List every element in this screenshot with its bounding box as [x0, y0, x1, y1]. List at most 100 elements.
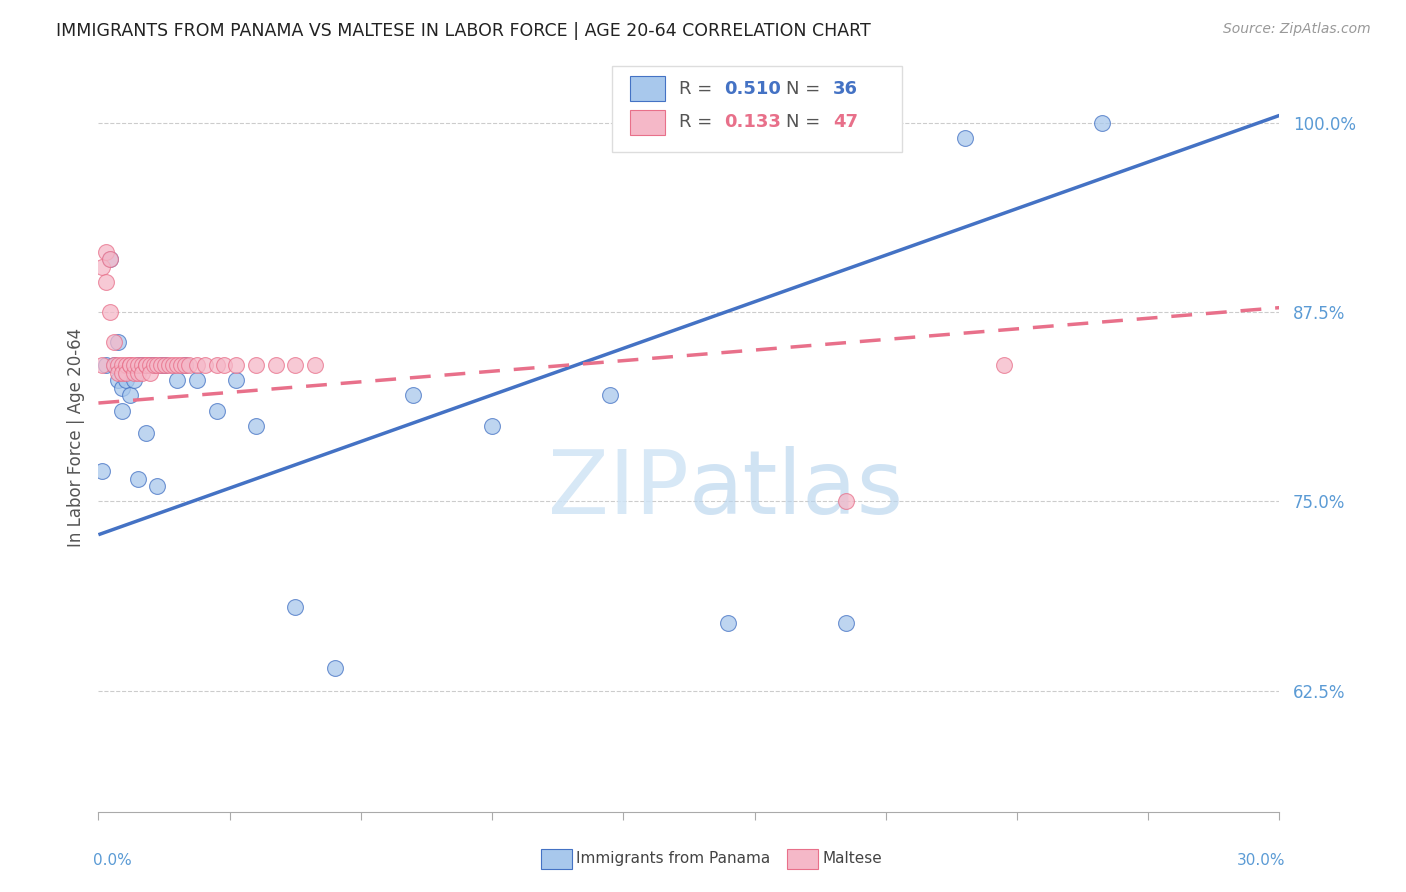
Point [91, 358, 114, 372]
Point [135, 426, 157, 441]
Text: 0.510: 0.510 [724, 79, 782, 97]
Point [245, 418, 267, 433]
Point [402, 388, 425, 402]
Text: Maltese: Maltese [823, 852, 882, 866]
Point [103, 335, 125, 350]
Point [96, 244, 118, 259]
Point [304, 358, 326, 372]
Point [225, 373, 247, 387]
Text: atlas: atlas [689, 446, 904, 533]
Text: R =: R = [679, 79, 718, 97]
Point [157, 358, 180, 372]
Text: N =: N = [786, 79, 825, 97]
Point [194, 358, 217, 372]
Text: ZIP: ZIP [548, 446, 689, 533]
Point [323, 661, 346, 675]
Text: 0.0%: 0.0% [93, 853, 131, 868]
Point [96, 275, 118, 289]
Text: 0.133: 0.133 [724, 113, 782, 131]
Bar [612, 66, 901, 153]
Point [481, 418, 503, 433]
Point [186, 358, 208, 372]
Point [122, 358, 145, 372]
Text: 30.0%: 30.0% [1237, 853, 1285, 868]
Point [107, 335, 129, 350]
Point [107, 373, 129, 387]
Point [138, 358, 160, 372]
Point [1091, 116, 1114, 130]
Point [98, 252, 121, 267]
Point [174, 358, 197, 372]
Point [155, 358, 177, 372]
Point [186, 373, 208, 387]
Point [122, 366, 145, 380]
Point [835, 615, 858, 630]
Point [142, 358, 165, 372]
Point [115, 366, 138, 380]
Point [131, 358, 153, 372]
Point [96, 358, 118, 372]
Point [166, 373, 188, 387]
Point [146, 358, 169, 372]
Point [111, 366, 134, 380]
Point [993, 358, 1015, 372]
Point [142, 358, 165, 372]
Point [127, 358, 149, 372]
Text: Immigrants from Panama: Immigrants from Panama [576, 852, 770, 866]
Point [135, 358, 157, 372]
Text: Source: ZipAtlas.com: Source: ZipAtlas.com [1223, 22, 1371, 37]
Text: 36: 36 [832, 79, 858, 97]
Point [205, 358, 228, 372]
Point [111, 358, 134, 372]
Point [170, 358, 193, 372]
Point [115, 366, 138, 380]
Point [91, 464, 114, 478]
Point [166, 358, 188, 372]
Point [162, 358, 184, 372]
Point [103, 358, 125, 372]
Point [91, 260, 114, 274]
Text: R =: R = [679, 113, 718, 131]
Point [115, 373, 138, 387]
Y-axis label: In Labor Force | Age 20-64: In Labor Force | Age 20-64 [66, 327, 84, 547]
Point [118, 358, 141, 372]
Point [177, 358, 200, 372]
Point [284, 600, 307, 615]
Point [127, 358, 149, 372]
Bar [630, 77, 665, 101]
Point [155, 358, 177, 372]
Text: 47: 47 [832, 113, 858, 131]
Point [98, 305, 121, 319]
Point [138, 366, 160, 380]
Point [284, 358, 307, 372]
Point [135, 358, 157, 372]
Point [174, 358, 197, 372]
Point [214, 358, 236, 372]
Bar [630, 110, 665, 135]
Point [115, 358, 138, 372]
Point [225, 358, 247, 372]
Point [146, 479, 169, 493]
Point [138, 358, 160, 372]
Text: N =: N = [786, 113, 825, 131]
Point [131, 358, 153, 372]
Point [150, 358, 173, 372]
Point [835, 494, 858, 508]
Point [127, 366, 149, 380]
Text: IMMIGRANTS FROM PANAMA VS MALTESE IN LABOR FORCE | AGE 20-64 CORRELATION CHART: IMMIGRANTS FROM PANAMA VS MALTESE IN LAB… [56, 22, 870, 40]
Point [127, 472, 149, 486]
Point [150, 358, 173, 372]
Point [111, 403, 134, 417]
Point [107, 358, 129, 372]
Point [245, 358, 267, 372]
Point [103, 358, 125, 372]
Point [111, 381, 134, 395]
Point [118, 388, 141, 402]
Point [205, 403, 228, 417]
Point [953, 131, 976, 145]
Point [599, 388, 621, 402]
Point [107, 366, 129, 380]
Point [118, 358, 141, 372]
Point [264, 358, 287, 372]
Point [717, 615, 740, 630]
